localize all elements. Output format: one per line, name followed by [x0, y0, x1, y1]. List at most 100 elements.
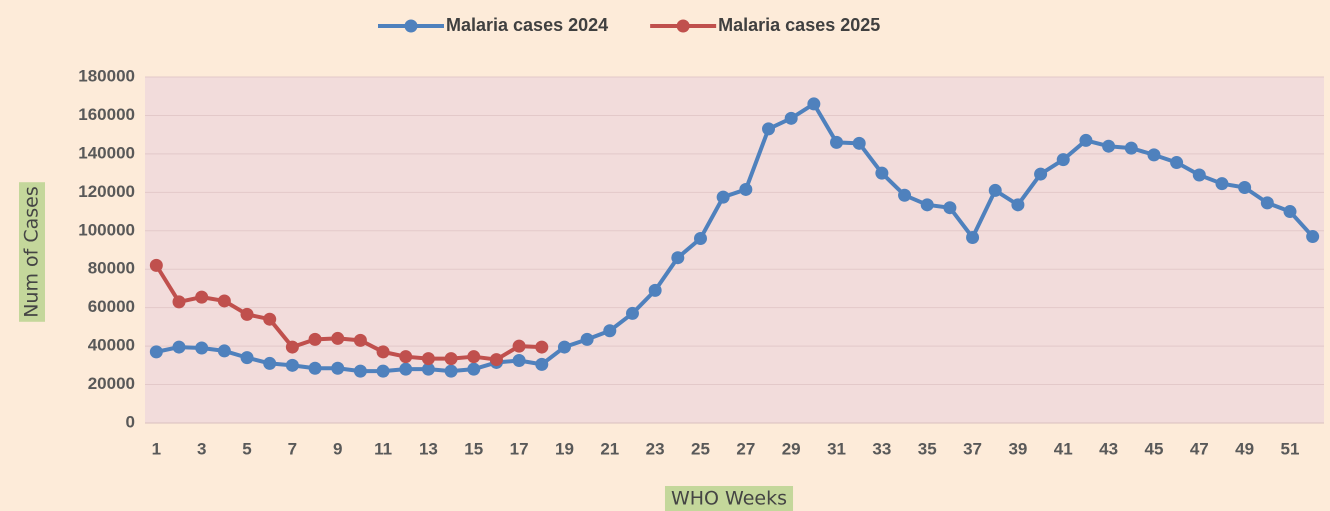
legend-marker — [404, 19, 418, 33]
data-point — [467, 350, 481, 364]
data-point — [762, 122, 776, 136]
data-point — [1215, 177, 1229, 191]
data-point — [648, 283, 662, 297]
x-tick-label: 51 — [1281, 439, 1300, 458]
data-point — [943, 201, 957, 215]
x-tick-label: 23 — [646, 439, 665, 458]
data-point — [1147, 148, 1161, 162]
legend-label: Malaria cases 2024 — [446, 15, 608, 35]
data-point — [1079, 133, 1093, 147]
data-point — [263, 356, 277, 370]
data-point — [716, 190, 730, 204]
x-axis-title: WHO Weeks — [671, 488, 787, 510]
y-tick-label: 140000 — [78, 143, 135, 162]
data-point — [739, 182, 753, 196]
data-point — [1238, 181, 1252, 195]
data-point — [376, 364, 390, 378]
data-point — [353, 333, 367, 347]
data-point — [444, 352, 458, 366]
data-point — [852, 136, 866, 150]
data-point — [535, 357, 549, 371]
data-point — [603, 324, 617, 338]
x-label-bg — [664, 486, 794, 511]
data-point — [240, 307, 254, 321]
legend-marker — [676, 19, 690, 33]
x-tick-label: 29 — [782, 439, 801, 458]
x-tick-label: 15 — [464, 439, 483, 458]
data-point — [1034, 167, 1048, 181]
data-point — [285, 358, 299, 372]
y-tick-label: 80000 — [88, 259, 135, 278]
x-tick-label: 5 — [242, 439, 251, 458]
data-point — [830, 135, 844, 149]
y-tick-label: 180000 — [78, 66, 135, 85]
data-point — [285, 340, 299, 354]
y-tick-label: 160000 — [78, 105, 135, 124]
x-tick-label: 19 — [555, 439, 574, 458]
data-point — [966, 231, 980, 245]
data-point — [399, 350, 413, 364]
data-point — [308, 332, 322, 346]
x-tick-label: 13 — [419, 439, 438, 458]
data-point — [421, 352, 435, 366]
data-point — [376, 345, 390, 359]
data-point — [512, 354, 526, 368]
data-point — [217, 294, 231, 308]
x-tick-label: 33 — [872, 439, 891, 458]
data-point — [195, 341, 209, 355]
data-point — [353, 364, 367, 378]
data-point — [784, 111, 798, 125]
data-point — [875, 166, 889, 180]
legend-label: Malaria cases 2025 — [718, 15, 880, 35]
data-point — [172, 295, 186, 309]
data-point — [1102, 139, 1116, 153]
data-point — [263, 312, 277, 326]
x-tick-label: 3 — [197, 439, 206, 458]
x-tick-label: 21 — [600, 439, 619, 458]
data-point — [807, 97, 821, 111]
data-point — [1011, 198, 1025, 212]
data-point — [331, 331, 345, 345]
x-tick-label: 49 — [1235, 439, 1254, 458]
x-tick-label: 31 — [827, 439, 846, 458]
data-point — [172, 340, 186, 354]
x-tick-label: 43 — [1099, 439, 1118, 458]
x-tick-label: 41 — [1054, 439, 1073, 458]
x-tick-label: 25 — [691, 439, 710, 458]
data-point — [421, 362, 435, 376]
data-point — [988, 183, 1002, 197]
data-point — [671, 251, 685, 265]
x-tick-label: 39 — [1008, 439, 1027, 458]
data-point — [1283, 205, 1297, 219]
data-point — [195, 290, 209, 304]
data-point — [308, 361, 322, 375]
data-point — [240, 351, 254, 365]
y-tick-label: 0 — [126, 412, 135, 431]
y-tick-label: 120000 — [78, 182, 135, 201]
data-point — [1192, 168, 1206, 182]
data-point — [898, 188, 912, 202]
data-point — [149, 345, 163, 359]
y-tick-label: 20000 — [88, 374, 135, 393]
data-point — [1056, 153, 1070, 167]
data-point — [399, 362, 413, 376]
data-point — [331, 361, 345, 375]
data-point — [444, 364, 458, 378]
y-tick-label: 60000 — [88, 297, 135, 316]
y-tick-label: 100000 — [78, 220, 135, 239]
x-tick-label: 7 — [288, 439, 297, 458]
data-point — [693, 231, 707, 245]
data-point — [920, 198, 934, 212]
data-point — [625, 306, 639, 320]
data-point — [557, 340, 571, 354]
x-tick-label: 47 — [1190, 439, 1209, 458]
data-point — [217, 344, 231, 358]
x-tick-label: 27 — [736, 439, 755, 458]
data-point — [1260, 196, 1274, 210]
data-point — [1170, 156, 1184, 170]
data-point — [1124, 141, 1138, 155]
x-tick-label: 17 — [510, 439, 529, 458]
data-point — [1306, 230, 1320, 244]
x-tick-label: 45 — [1144, 439, 1163, 458]
